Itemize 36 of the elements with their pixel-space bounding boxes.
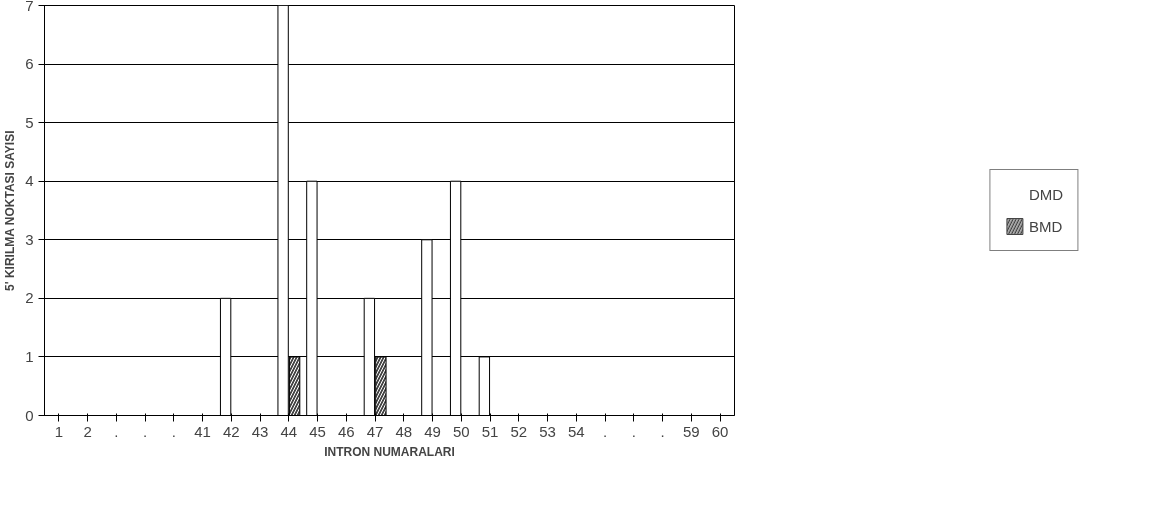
y-tick-label: 3 — [25, 230, 34, 248]
text: DMD — [1028, 185, 1064, 203]
y-tick-label: 1 — [25, 347, 34, 365]
x-tick-label: 60 — [711, 422, 729, 440]
y-tick-label: 2 — [25, 289, 34, 307]
x-tick-label: 50 — [453, 422, 470, 440]
x-tick-label: 59 — [683, 422, 700, 440]
x-tick-label: 49 — [424, 422, 441, 440]
x-tick-label: 45 — [309, 422, 326, 440]
x-tick-label: 41 — [194, 422, 211, 440]
x-tick-label: 44 — [280, 422, 298, 440]
x-tick-label: . — [631, 422, 636, 440]
x-axis-title: INTRON NUMARALARI — [324, 444, 455, 459]
x-tick-label: . — [171, 422, 176, 440]
y-tick-label: 4 — [25, 172, 34, 190]
legend-label: BMD — [1028, 217, 1063, 235]
x-tick-label: . — [603, 422, 608, 440]
y-tick-label: 7 — [25, 0, 34, 14]
x-tick-label: 43 — [251, 422, 269, 440]
x-tick-label: 53 — [539, 422, 556, 440]
x-tick-label: 48 — [395, 422, 413, 440]
y-axis-title: 5' KIRILMA NOKTASI SAYISI — [3, 130, 18, 291]
y-tick-label: 0 — [25, 406, 34, 424]
x-tick-label: . — [660, 422, 665, 440]
x-tick-label: 42 — [223, 422, 240, 440]
x-tick-label: 46 — [338, 422, 355, 440]
y-tick-label: 6 — [25, 55, 34, 73]
x-tick-label: 51 — [481, 422, 499, 440]
x-tick-label: . — [143, 422, 148, 440]
x-tick-label: 47 — [366, 422, 384, 440]
x-tick-label: . — [114, 422, 119, 440]
x-tick-label: 2 — [83, 422, 92, 440]
x-tick-label: 52 — [510, 422, 528, 440]
y-tick-label: 5 — [25, 113, 34, 131]
x-tick-label: 1 — [54, 422, 64, 440]
x-tick-label: 54 — [568, 422, 585, 440]
